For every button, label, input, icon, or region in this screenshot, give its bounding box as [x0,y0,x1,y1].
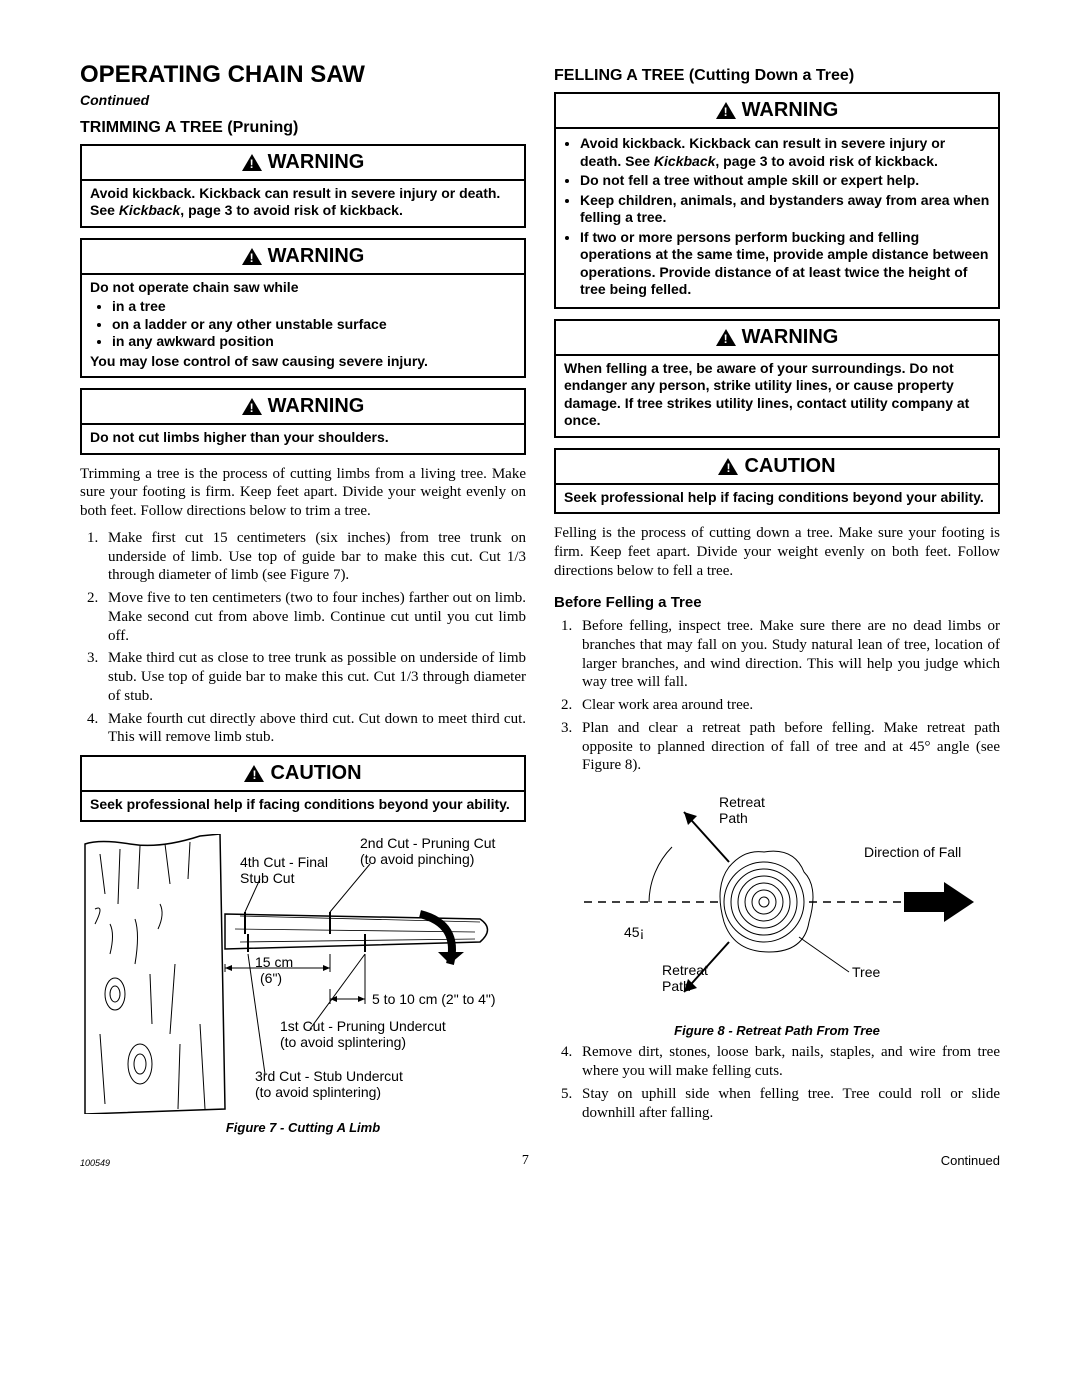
alert-body: Do not cut limbs higher than your should… [82,425,524,453]
list-item: Keep children, animals, and bystanders a… [580,192,990,227]
list-item: Stay on uphill side when felling tree. T… [576,1085,1000,1123]
figure-7: 2nd Cut - Pruning Cut (to avoid pinching… [80,834,526,1136]
before-felling-steps: Before felling, inspect tree. Make sure … [576,617,1000,775]
list-item: Make fourth cut directly above third cut… [102,710,526,748]
warning-box-surroundings: WARNING When felling a tree, be aware of… [554,319,1000,438]
list-item: Clear work area around tree. [576,696,1000,715]
list-item: on a ladder or any other unstable surfac… [112,316,516,334]
svg-text:1st Cut - Pruning Undercut: 1st Cut - Pruning Undercut [280,1018,446,1034]
trimming-paragraph: Trimming a tree is the process of cuttin… [80,465,526,521]
page-title: OPERATING CHAIN SAW [80,60,526,90]
list-item: Remove dirt, stones, loose bark, nails, … [576,1043,1000,1081]
svg-text:3rd Cut - Stub Undercut: 3rd Cut - Stub Undercut [255,1068,403,1084]
alert-head: CAUTION [744,454,835,479]
warning-icon [242,248,262,265]
before-felling-heading: Before Felling a Tree [554,594,1000,613]
svg-text:2nd Cut - Pruning Cut: 2nd Cut - Pruning Cut [360,835,496,851]
alert-head: WARNING [742,325,839,350]
svg-text:Path: Path [662,978,691,994]
before-felling-steps-cont: Remove dirt, stones, loose bark, nails, … [576,1043,1000,1122]
list-item: Do not fell a tree without ample skill o… [580,172,990,190]
figure-7-caption: Figure 7 - Cutting A Limb [80,1120,526,1136]
svg-text:Direction of Fall: Direction of Fall [864,844,961,860]
warning-box-kickback: WARNING Avoid kickback. Kickback can res… [80,144,526,228]
svg-text:(to avoid splintering): (to avoid splintering) [280,1034,406,1050]
svg-text:(to avoid pinching): (to avoid pinching) [360,851,474,867]
caution-box: CAUTION Seek professional help if facing… [554,448,1000,515]
list-item: Move five to ten centimeters (two to fou… [102,589,526,645]
alert-body: Avoid kickback. Kickback can result in s… [82,181,524,226]
alert-body: Avoid kickback. Kickback can result in s… [556,129,998,307]
list-item: Make first cut 15 centimeters (six inche… [102,529,526,585]
svg-text:15 cm: 15 cm [255,954,293,970]
warning-box-operate: WARNING Do not operate chain saw while i… [80,238,526,379]
page-number: 7 [522,1152,529,1170]
svg-text:(to avoid splintering): (to avoid splintering) [255,1084,381,1100]
felling-paragraph: Felling is the process of cutting down a… [554,524,1000,580]
warning-icon [242,154,262,171]
list-item: Before felling, inspect tree. Make sure … [576,617,1000,692]
list-item: Avoid kickback. Kickback can result in s… [580,135,990,170]
alert-body: Do not operate chain saw while in a tree… [82,275,524,377]
section-trimming: TRIMMING A TREE (Pruning) [80,118,526,138]
list-item: in any awkward position [112,333,516,351]
alert-head: WARNING [268,394,365,419]
svg-text:Retreat: Retreat [662,962,708,978]
svg-text:5 to 10 cm (2" to 4"): 5 to 10 cm (2" to 4") [372,991,496,1007]
svg-text:Stub Cut: Stub Cut [240,870,295,886]
svg-text:(6"): (6") [260,970,282,986]
warning-icon [242,398,262,415]
continued-label: Continued [80,92,526,110]
alert-head: CAUTION [270,761,361,786]
alert-head: WARNING [268,244,365,269]
trimming-steps: Make first cut 15 centimeters (six inche… [102,529,526,747]
svg-text:4th Cut - Final: 4th Cut - Final [240,854,328,870]
alert-body: Seek professional help if facing conditi… [82,792,524,820]
svg-text:Path: Path [719,810,748,826]
alert-body: Seek professional help if facing conditi… [556,485,998,513]
doc-number: 100549 [80,1158,110,1169]
caution-box: CAUTION Seek professional help if facing… [80,755,526,822]
figure-8: Retreat Path Direction of Fall 45¡ Retre… [554,787,1000,1039]
warning-box-felling: WARNING Avoid kickback. Kickback can res… [554,92,1000,309]
page-footer: 100549 7 Continued [80,1152,1000,1170]
list-item: Make third cut as close to tree trunk as… [102,649,526,705]
warning-icon [718,458,738,475]
alert-body: When felling a tree, be aware of your su… [556,356,998,436]
svg-text:45¡: 45¡ [624,924,644,940]
left-column: OPERATING CHAIN SAW Continued TRIMMING A… [80,60,526,1140]
warning-icon [244,765,264,782]
continued-footer: Continued [941,1153,1000,1169]
svg-text:Retreat: Retreat [719,794,765,810]
alert-head: WARNING [268,150,365,175]
warning-icon [716,102,736,119]
section-felling: FELLING A TREE (Cutting Down a Tree) [554,66,1000,86]
list-item: Plan and clear a retreat path before fel… [576,719,1000,775]
alert-head: WARNING [742,98,839,123]
right-column: FELLING A TREE (Cutting Down a Tree) WAR… [554,60,1000,1140]
warning-box-shoulders: WARNING Do not cut limbs higher than you… [80,388,526,455]
list-item: in a tree [112,298,516,316]
warning-icon [716,329,736,346]
list-item: If two or more persons perform bucking a… [580,229,990,299]
svg-text:Tree: Tree [852,964,880,980]
figure-8-caption: Figure 8 - Retreat Path From Tree [554,1023,1000,1039]
